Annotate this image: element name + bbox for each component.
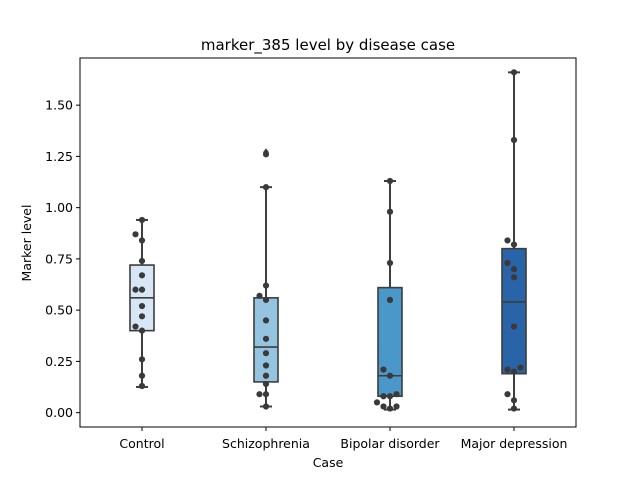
x-tick-label: Major depression [461, 436, 568, 451]
data-point [386, 208, 394, 215]
data-point [138, 237, 146, 244]
data-point [132, 286, 139, 293]
data-point [262, 362, 270, 369]
y-tick-label: 0.50 [45, 303, 73, 318]
y-tick-label: 0.25 [45, 354, 73, 369]
y-tick-label: 0.00 [45, 405, 73, 420]
data-point [510, 69, 518, 76]
data-point [138, 302, 146, 310]
data-point [262, 380, 270, 388]
data-point [262, 282, 270, 289]
data-point [256, 391, 263, 398]
data-point [380, 366, 387, 373]
data-point [373, 399, 381, 406]
data-point [386, 259, 394, 267]
data-point [138, 327, 146, 334]
x-axis-label: Case [313, 455, 344, 470]
y-tick-label: 1.25 [45, 149, 73, 164]
data-point [262, 372, 270, 379]
data-point [262, 184, 270, 191]
data-point [138, 272, 146, 279]
data-point [386, 177, 394, 185]
x-tick-label: Control [119, 436, 164, 451]
data-point [393, 391, 400, 398]
data-point [386, 372, 394, 379]
data-point [510, 323, 518, 330]
data-point [510, 274, 518, 281]
data-point [386, 393, 394, 400]
data-point [386, 296, 394, 303]
data-point [504, 366, 511, 373]
data-point [262, 403, 270, 410]
x-tick-label: Schizophrenia [222, 436, 310, 451]
data-point [380, 393, 387, 400]
data-point [510, 266, 518, 273]
box [377, 286, 403, 398]
data-point [138, 216, 146, 224]
y-axis-label: Marker level [19, 205, 34, 282]
data-point [262, 391, 270, 398]
chart-title: marker_385 level by disease case [201, 36, 455, 55]
data-point [510, 397, 518, 404]
y-tick-label: 1.50 [45, 98, 73, 113]
data-point [504, 391, 511, 398]
data-point [262, 317, 270, 324]
axes-frame [79, 57, 577, 428]
data-point [256, 292, 263, 299]
data-point [138, 286, 146, 293]
data-point [132, 323, 139, 330]
data-point [138, 382, 146, 390]
data-point [386, 405, 394, 412]
plot-area: 0.00 0.25 0.50 0.75 1.00 1.25 1.50 Control Schiz… [45, 57, 577, 451]
data-point [138, 257, 146, 265]
y-tick-label: 0.75 [45, 251, 73, 266]
data-point [510, 241, 518, 248]
y-tick-label: 1.00 [45, 200, 73, 215]
x-tick-label: Bipolar disorder [340, 436, 440, 451]
data-point [510, 368, 518, 375]
data-point [504, 259, 511, 267]
data-point [262, 151, 270, 158]
data-point [262, 350, 270, 357]
data-point [380, 403, 387, 410]
data-point [138, 372, 146, 379]
data-point [504, 237, 511, 244]
data-point [262, 296, 270, 303]
data-point [132, 231, 139, 238]
data-point [393, 403, 400, 410]
data-point [510, 405, 518, 412]
data-point [517, 364, 524, 371]
data-point [138, 313, 146, 320]
data-point [138, 356, 146, 363]
data-point [510, 136, 518, 144]
data-point [262, 335, 270, 342]
